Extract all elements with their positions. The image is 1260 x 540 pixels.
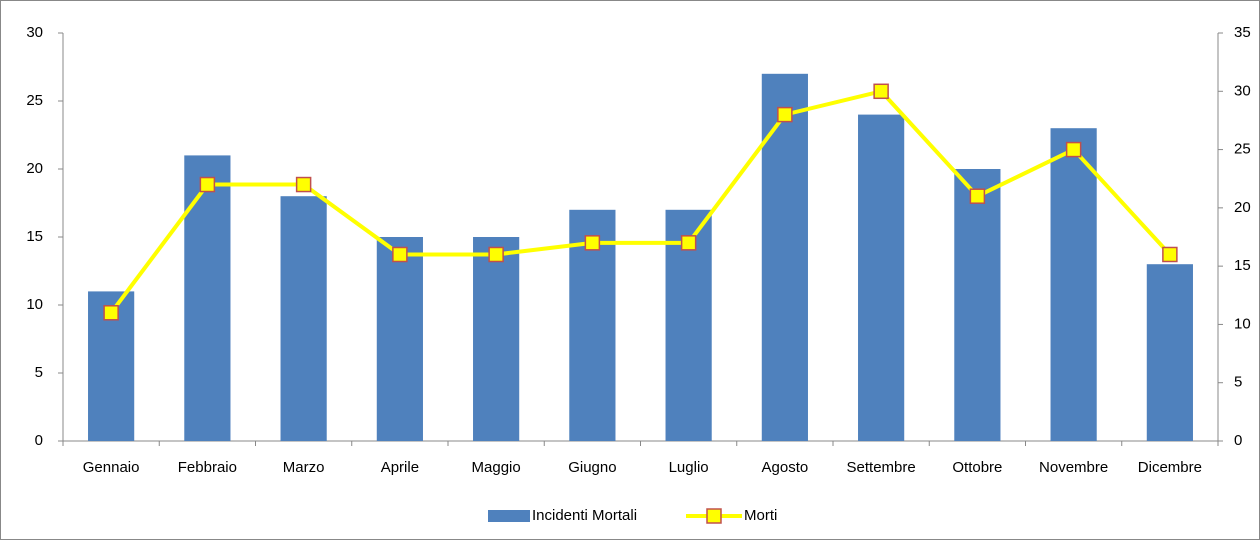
y2-tick-label: 20 (1234, 199, 1251, 216)
x-tick-label: Maggio (472, 459, 521, 476)
bar (761, 73, 808, 442)
y2-tick-label: 25 (1234, 141, 1251, 158)
marker (584, 235, 601, 251)
line (109, 89, 1172, 314)
marker (1162, 246, 1178, 263)
x-tick-label: Luglio (669, 459, 709, 476)
x-tick-label: Marzo (283, 459, 325, 476)
y2-tick-label: 10 (1234, 315, 1251, 332)
y-tick-label: 15 (26, 228, 43, 245)
bar (1050, 128, 1097, 441)
y-tick-label: 30 (26, 24, 43, 41)
y2-tick-label: 0 (1234, 432, 1242, 449)
y2-tick-label: 35 (1234, 24, 1251, 41)
x-tick-label: Ottobre (952, 459, 1002, 476)
y2-tick-label: 5 (1234, 374, 1242, 391)
marker (295, 176, 312, 193)
y-tick-label: 20 (26, 160, 43, 177)
marker (969, 188, 986, 204)
x-tick-label: Aprile (381, 459, 419, 476)
bar (1146, 264, 1193, 441)
y-tick-label: 10 (26, 296, 43, 313)
bar (954, 169, 1001, 441)
marker (199, 176, 216, 193)
x-tick-label: Agosto (762, 459, 809, 476)
legend-marker (706, 508, 722, 524)
marker (392, 246, 408, 263)
marker (488, 246, 504, 263)
marker (873, 83, 889, 100)
bar (376, 237, 423, 441)
legend-label: Incidenti Mortali (532, 507, 637, 524)
x-tick-label: Febbraio (178, 459, 237, 476)
bar (280, 196, 327, 441)
legend-label: Morti (744, 507, 777, 524)
marker (777, 106, 793, 123)
x-tick-label: Novembre (1039, 459, 1108, 476)
marker (103, 305, 119, 321)
x-tick-label: Giugno (568, 459, 616, 476)
x-tick-label: Settembre (847, 459, 916, 476)
bar (184, 155, 231, 441)
x-tick-label: Gennaio (83, 459, 140, 476)
y2-tick-label: 15 (1234, 257, 1251, 274)
x-tick-label: Dicembre (1138, 459, 1202, 476)
y-tick-label: 5 (35, 364, 43, 381)
bar (473, 237, 520, 441)
marker (1065, 141, 1082, 158)
y-tick-label: 0 (35, 432, 43, 449)
y-tick-label: 25 (26, 92, 43, 109)
marker (680, 235, 697, 251)
legend-swatch (488, 510, 530, 522)
bar (858, 114, 905, 441)
y2-tick-label: 30 (1234, 82, 1251, 99)
